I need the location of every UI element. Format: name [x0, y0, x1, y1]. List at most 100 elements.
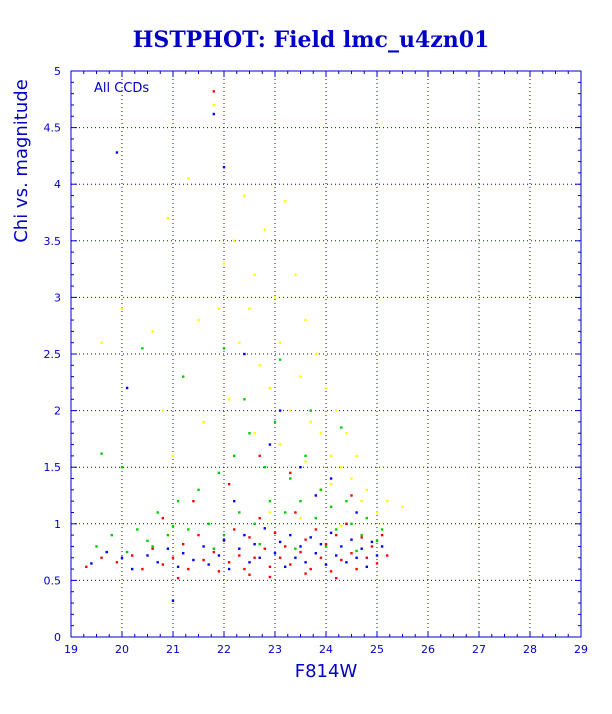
data-point-series-0: [294, 511, 297, 514]
data-point-series-3: [278, 341, 282, 344]
data-point-series-1: [156, 511, 159, 514]
data-point-series-2: [243, 533, 246, 537]
data-point-series-0: [227, 482, 231, 486]
data-point-series-1: [329, 505, 333, 509]
data-point-series-0: [176, 576, 180, 580]
data-point-series-3: [401, 505, 404, 509]
data-point-series-0: [289, 563, 292, 566]
data-point-series-1: [217, 471, 221, 475]
data-point-series-3: [299, 375, 302, 378]
data-point-series-0: [370, 545, 374, 548]
data-point-series-2: [192, 558, 195, 562]
data-point-series-0: [309, 567, 312, 571]
x-tick-label: 27: [472, 643, 486, 656]
data-point-series-3: [248, 307, 251, 310]
y-tick-label: 0: [54, 631, 61, 644]
data-point-series-0: [171, 556, 175, 559]
data-point-series-3: [151, 330, 154, 333]
data-point-series-1: [299, 499, 302, 503]
data-point-series-0: [268, 565, 272, 569]
data-point-series-1: [355, 549, 358, 553]
data-point-series-1: [110, 533, 113, 537]
data-point-series-1: [278, 358, 282, 361]
data-point-series-0: [131, 554, 134, 557]
data-point-series-0: [304, 538, 307, 541]
data-point-series-3: [268, 511, 272, 514]
x-tick-label: 29: [574, 643, 588, 656]
data-point-series-3: [284, 199, 287, 203]
y-tick-label: 4: [54, 178, 61, 191]
data-point-series-3: [243, 194, 246, 197]
data-point-series-3: [289, 409, 292, 412]
data-point-series-1: [171, 524, 175, 528]
data-point-series-3: [273, 296, 277, 299]
data-point-series-0: [319, 556, 323, 559]
y-tick-label: 1.5: [44, 461, 62, 474]
data-point-series-1: [258, 542, 261, 546]
data-point-series-3: [161, 409, 164, 412]
data-point-series-3: [238, 341, 241, 344]
data-point-series-3: [329, 454, 333, 458]
data-point-series-0: [335, 576, 338, 580]
y-tick-label: 4.5: [44, 122, 62, 135]
data-point-series-1: [294, 547, 297, 550]
data-point-series-1: [273, 420, 277, 424]
points-layer: [85, 90, 404, 602]
data-point-series-0: [365, 556, 368, 559]
data-point-series-1: [166, 533, 170, 537]
data-point-series-2: [304, 561, 307, 564]
data-point-series-0: [161, 516, 164, 520]
data-point-series-3: [120, 307, 124, 310]
data-point-series-0: [284, 545, 287, 548]
data-point-series-3: [217, 307, 221, 310]
data-point-series-1: [304, 454, 307, 458]
data-point-series-0: [340, 558, 343, 562]
data-point-series-1: [268, 499, 272, 503]
data-point-series-0: [227, 561, 231, 564]
data-point-series-2: [182, 552, 185, 555]
data-point-series-1: [284, 511, 287, 514]
data-point-series-2: [263, 527, 266, 530]
data-point-series-2: [120, 556, 124, 559]
data-point-series-2: [289, 533, 292, 537]
data-point-series-3: [314, 352, 317, 356]
data-point-series-3: [365, 488, 368, 492]
data-point-series-0: [100, 556, 103, 559]
data-point-series-2: [278, 409, 282, 412]
data-point-series-0: [192, 499, 195, 503]
data-point-series-1: [125, 550, 129, 554]
y-axis-label: Chi vs. magnitude: [11, 79, 32, 243]
data-point-series-1: [340, 426, 343, 429]
data-point-series-1: [197, 488, 200, 492]
data-point-series-2: [156, 561, 159, 564]
data-point-series-0: [263, 547, 266, 550]
data-point-series-2: [227, 567, 231, 571]
data-point-series-2: [350, 538, 353, 541]
data-point-series-1: [248, 432, 251, 435]
data-point-series-3: [309, 420, 312, 424]
data-point-series-1: [360, 533, 363, 537]
axes-layer: 19 20 21 22 23 24 25 26 27 28 29 0 0.5 1 1.5 2 2.5 3 3.5 4 4…: [44, 65, 589, 656]
data-point-series-2: [380, 545, 384, 548]
data-point-series-2: [253, 542, 256, 546]
data-point-series-3: [386, 499, 389, 503]
data-point-series-3: [233, 239, 236, 242]
data-point-series-2: [329, 531, 333, 535]
data-point-series-2: [314, 552, 317, 555]
data-point-series-1: [314, 516, 317, 520]
y-tick-label: 1: [54, 518, 61, 531]
data-point-series-1: [350, 522, 353, 525]
y-tick-label: 2: [54, 405, 61, 418]
data-point-series-2: [299, 545, 302, 548]
data-point-series-1: [176, 499, 180, 503]
y-tick-label: 3: [54, 291, 61, 304]
data-point-series-0: [355, 567, 358, 571]
data-point-series-2: [284, 565, 287, 569]
data-point-series-0: [161, 563, 164, 566]
data-point-series-0: [299, 550, 302, 554]
data-point-series-0: [182, 542, 185, 546]
data-point-series-1: [222, 533, 226, 537]
data-point-series-1: [324, 545, 328, 548]
data-point-series-1: [212, 547, 215, 550]
